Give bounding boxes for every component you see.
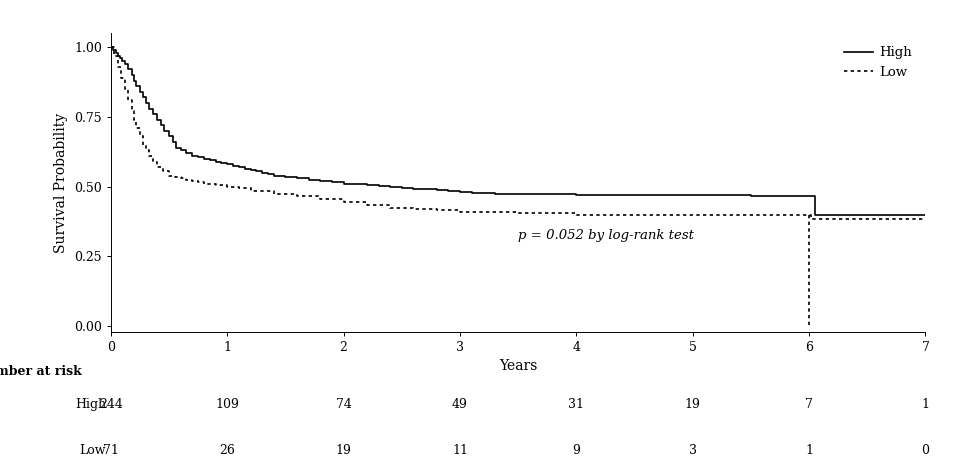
- Low: [157, 168, 169, 174]
- Line: High: High: [111, 47, 925, 215]
- Low: [163, 173, 174, 178]
- Low: [337, 199, 349, 205]
- High: [419, 187, 431, 192]
- Low: [210, 182, 222, 188]
- Low: [362, 202, 373, 208]
- Text: 0: 0: [922, 444, 929, 456]
- Text: Number at risk: Number at risk: [0, 365, 82, 378]
- Low: [144, 153, 155, 159]
- Text: Low: Low: [80, 444, 106, 456]
- Low: [180, 177, 192, 182]
- Text: 7: 7: [805, 399, 813, 411]
- High: [167, 139, 178, 145]
- Text: 244: 244: [99, 399, 122, 411]
- Low: [222, 184, 233, 190]
- Text: 1: 1: [805, 444, 813, 456]
- Text: 1: 1: [922, 399, 929, 411]
- Low: [314, 196, 326, 202]
- Text: High: High: [75, 399, 106, 411]
- Low: [513, 210, 524, 216]
- Low: [134, 134, 146, 139]
- Low: [920, 216, 931, 222]
- Low: [408, 206, 419, 212]
- Low: [803, 212, 815, 218]
- Low: [268, 191, 280, 197]
- Low: [199, 181, 210, 187]
- Low: [147, 159, 158, 164]
- High: [920, 212, 931, 218]
- Text: 31: 31: [569, 399, 584, 411]
- Low: [140, 147, 151, 153]
- Low: [745, 212, 757, 218]
- Low: [806, 216, 817, 222]
- Low: [385, 205, 396, 210]
- Low: [454, 209, 466, 215]
- Low: [291, 193, 303, 199]
- Text: 3: 3: [688, 444, 697, 456]
- Low: [119, 86, 130, 92]
- Line: Low: Low: [111, 47, 925, 219]
- Low: [186, 178, 199, 184]
- High: [117, 58, 128, 64]
- Text: 109: 109: [215, 399, 239, 411]
- Low: [687, 212, 699, 218]
- Low: [169, 174, 180, 180]
- Low: [483, 210, 495, 215]
- High: [105, 44, 117, 50]
- Y-axis label: Survival Probability: Survival Probability: [54, 112, 68, 253]
- Low: [105, 44, 117, 50]
- Text: 74: 74: [335, 399, 352, 411]
- Low: [109, 53, 120, 58]
- Low: [126, 109, 138, 114]
- X-axis label: Years: Years: [499, 359, 537, 374]
- Text: 49: 49: [452, 399, 468, 411]
- Low: [571, 212, 582, 218]
- Low: [245, 188, 256, 194]
- Text: 11: 11: [452, 444, 468, 456]
- Text: 19: 19: [335, 444, 352, 456]
- Low: [193, 180, 204, 185]
- Low: [151, 164, 163, 170]
- High: [151, 117, 163, 123]
- Low: [174, 175, 186, 181]
- Low: [431, 208, 442, 213]
- Text: 9: 9: [573, 444, 580, 456]
- Low: [131, 125, 143, 131]
- Text: 71: 71: [103, 444, 119, 456]
- High: [809, 212, 820, 218]
- Low: [112, 64, 123, 70]
- High: [629, 192, 640, 198]
- High: [210, 159, 222, 164]
- Legend: High, Low: High, Low: [838, 40, 919, 86]
- Text: p = 0.052 by log-rank test: p = 0.052 by log-rank test: [519, 229, 694, 242]
- Low: [116, 75, 127, 81]
- Text: 26: 26: [219, 444, 235, 456]
- Low: [138, 142, 149, 148]
- Low: [233, 185, 245, 191]
- Low: [128, 117, 140, 123]
- Text: 19: 19: [684, 399, 701, 411]
- Low: [122, 97, 134, 103]
